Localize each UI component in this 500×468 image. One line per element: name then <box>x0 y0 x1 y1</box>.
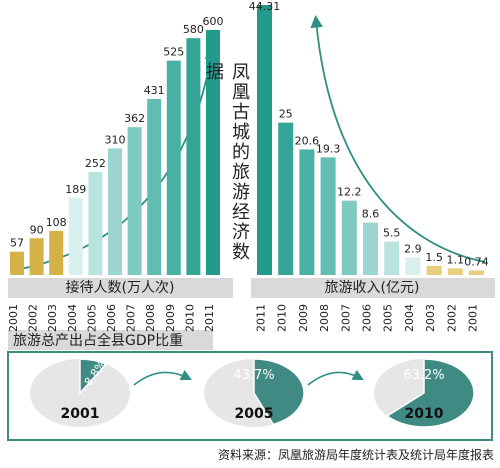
visitor-bar <box>10 251 24 275</box>
visitor-year-tick: 2006 <box>105 304 118 332</box>
income-value-label: 8.6 <box>362 208 380 221</box>
gdp-share-label: 63.2% <box>403 368 444 383</box>
income-year-tick: 2009 <box>297 304 310 332</box>
income-value-label: 25 <box>279 108 293 121</box>
visitor-bar <box>127 127 142 275</box>
visitor-value-label: 252 <box>85 157 106 170</box>
visitor-year-tick: 2002 <box>27 304 40 332</box>
visitor-bar <box>29 238 44 275</box>
income-year-tick: 2004 <box>403 304 416 332</box>
visitor-year-tick: 2007 <box>125 304 138 332</box>
visitor-bar <box>166 60 181 275</box>
income-year-tick: 2011 <box>255 304 268 332</box>
visitor-value-label: 600 <box>203 15 224 28</box>
income-bar <box>469 270 484 275</box>
chart-title: 凤凰古城的旅游经济数据 <box>203 62 250 262</box>
visitor-value-label: 189 <box>65 183 86 196</box>
visitor-year-tick: 2004 <box>66 304 79 332</box>
visitor-value-label: 580 <box>183 23 204 36</box>
visitor-year-tick: 2009 <box>164 304 177 332</box>
income-bar <box>257 5 272 275</box>
income-value-label: 0.74 <box>464 255 489 268</box>
income-bar <box>363 222 378 275</box>
income-value-label: 20.6 <box>295 134 320 147</box>
left-axis-label: 接待人数(万人次) <box>66 279 175 296</box>
visitor-value-label: 431 <box>144 84 165 97</box>
visitor-bar <box>206 30 220 275</box>
gdp-year-label: 2010 <box>405 406 444 422</box>
income-year-tick: 2001 <box>467 304 480 332</box>
source-note: 资料来源：凤凰旅游局年度统计表及统计局年度报表 <box>218 447 494 462</box>
visitor-bar <box>108 148 122 275</box>
income-bar <box>426 265 442 275</box>
gdp-pie-share <box>79 358 108 395</box>
income-year-tick: 2010 <box>276 304 289 332</box>
visitor-year-tick: 2011 <box>203 304 216 332</box>
visitor-year-tick: 2001 <box>7 304 20 332</box>
income-year-tick: 2008 <box>318 304 331 332</box>
income-bar <box>341 200 357 275</box>
income-value-label: 1.1 <box>447 253 465 266</box>
visitor-bar <box>147 99 162 275</box>
visitor-year-tick: 2008 <box>144 304 157 332</box>
income-trend-arrow <box>310 14 486 263</box>
income-bar <box>278 122 294 275</box>
visitor-bar <box>49 230 64 275</box>
gdp-title: 旅游总产出占全县GDP比重 <box>13 332 183 349</box>
income-bar <box>299 149 315 275</box>
income-bar <box>405 257 421 275</box>
income-year-tick: 2005 <box>382 304 395 332</box>
income-bar <box>384 241 400 275</box>
left-axis-strip <box>8 278 233 298</box>
gdp-year-label: 2001 <box>61 406 100 422</box>
income-value-label: 5.5 <box>383 226 401 239</box>
visitor-year-tick: 2003 <box>46 304 59 332</box>
gdp-arrow-1 <box>133 369 193 386</box>
income-year-tick: 2002 <box>445 304 458 332</box>
income-value-label: 44.31 <box>249 0 281 13</box>
gdp-share-label: 43.7% <box>233 368 274 383</box>
visitor-year-tick: 2005 <box>85 304 98 332</box>
income-value-label: 12.2 <box>337 186 362 199</box>
income-value-label: 2.9 <box>404 242 422 255</box>
gdp-pie-share <box>253 358 305 426</box>
income-year-tick: 2006 <box>361 304 374 332</box>
visitor-bar <box>88 172 103 275</box>
right-axis-label: 旅游收入(亿元) <box>325 280 420 296</box>
income-year-tick: 2007 <box>339 304 352 332</box>
income-value-label: 19.3 <box>316 142 341 155</box>
visitor-value-label: 90 <box>30 223 44 236</box>
income-bar <box>447 268 463 275</box>
income-year-tick: 2003 <box>424 304 437 332</box>
right-axis-strip <box>251 278 495 298</box>
income-value-label: 1.5 <box>425 251 443 264</box>
gdp-year-label: 2005 <box>235 406 274 422</box>
visitor-value-label: 362 <box>124 112 145 125</box>
visitor-value-label: 525 <box>163 46 184 59</box>
visitor-value-label: 108 <box>46 216 67 229</box>
gdp-pie-share <box>385 358 475 428</box>
visitor-year-tick: 2010 <box>183 304 196 332</box>
visitor-value-label: 310 <box>105 133 126 146</box>
visitor-value-label: 57 <box>10 237 24 250</box>
gdp-title-bar <box>8 330 213 350</box>
visitor-bar <box>68 197 83 275</box>
gdp-arrow-2 <box>307 369 364 386</box>
income-bar <box>320 157 336 275</box>
visitor-bar <box>186 38 201 275</box>
